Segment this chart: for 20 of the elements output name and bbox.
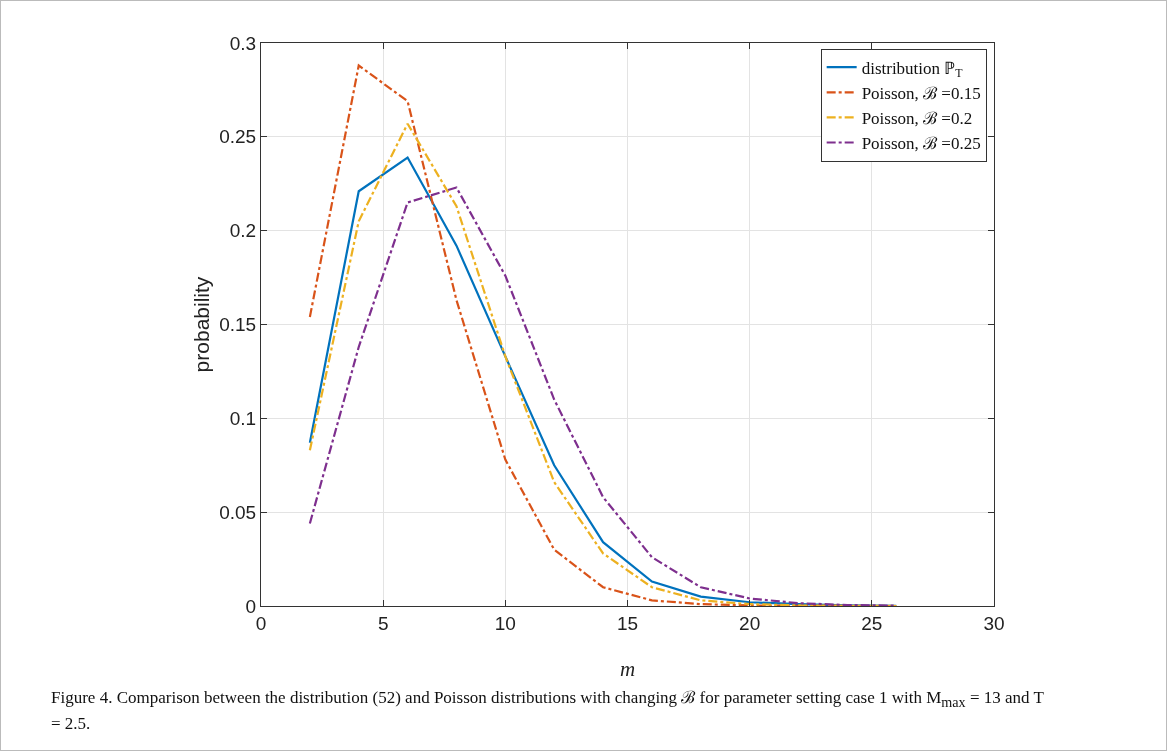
x-tick-label: 25 <box>861 612 883 634</box>
y-tick-label: 0.2 <box>229 220 257 242</box>
y-tick-label: 0.15 <box>219 314 257 336</box>
x-tick-label: 30 <box>983 612 1005 634</box>
y-tick-label: 0.25 <box>219 126 257 148</box>
legend-label: Poisson, ℬ =0.15 <box>861 83 981 103</box>
text: Figure 4. Comparison between the distribution (52) and Poisson distributions with changing ℬ for parameter setting case 1 with M$_{max}$ = 13 and T = 2.5. <box>51 688 1044 734</box>
x-tick-label: 10 <box>494 612 516 634</box>
x-tick-label: 5 <box>377 612 389 634</box>
y-tick-label: 0.1 <box>229 407 257 429</box>
x-tick-label: 15 <box>616 612 639 634</box>
legend-label: distribution ℙ$_{T}$ <box>861 58 964 81</box>
y-tick-label: 0.3 <box>229 32 257 54</box>
legend-label: Poisson, ℬ =0.25 <box>861 134 981 154</box>
x-tick-label: 20 <box>739 612 761 634</box>
legend-label: Poisson, ℬ =0.2 <box>861 109 973 129</box>
x-axis-title: m <box>619 657 636 681</box>
y-tick-label: 0 <box>245 595 257 617</box>
y-axis-title: probability <box>190 276 213 373</box>
y-tick-label: 0.05 <box>219 501 257 523</box>
